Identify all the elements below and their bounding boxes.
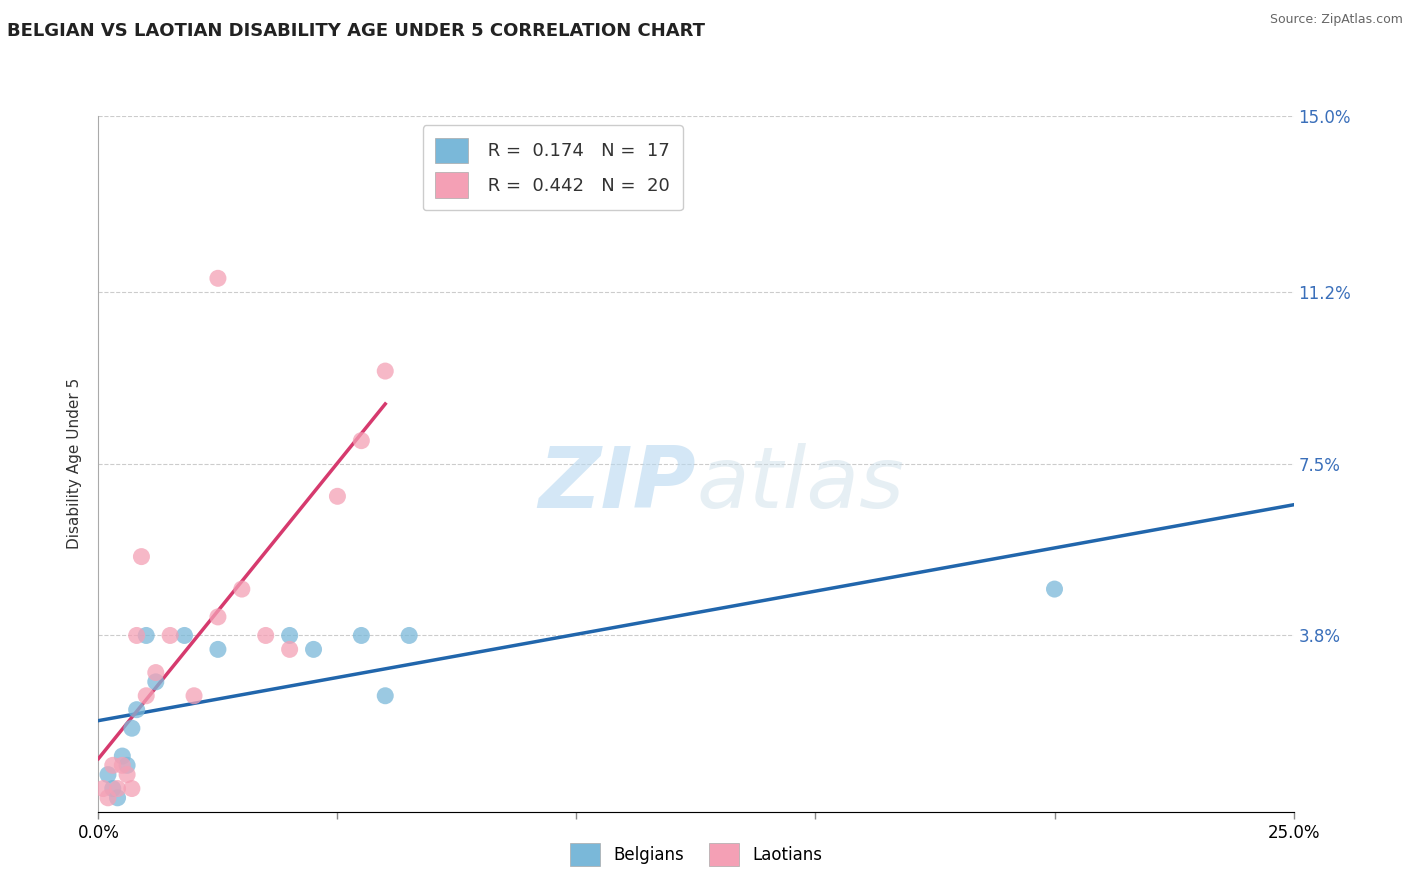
Point xyxy=(101,781,124,796)
Point xyxy=(207,610,229,624)
Point xyxy=(254,628,277,642)
Point xyxy=(398,628,420,642)
Y-axis label: Disability Age Under 5: Disability Age Under 5 xyxy=(67,378,83,549)
Point xyxy=(97,790,120,805)
Point xyxy=(107,781,129,796)
Point xyxy=(350,628,373,642)
Point xyxy=(131,549,153,564)
Point xyxy=(302,642,325,657)
Point xyxy=(278,642,301,657)
Text: ZIP: ZIP xyxy=(538,443,696,526)
Point xyxy=(135,689,157,703)
Point xyxy=(207,271,229,285)
Text: Source: ZipAtlas.com: Source: ZipAtlas.com xyxy=(1270,13,1403,27)
Point xyxy=(115,758,138,772)
Point xyxy=(350,434,373,448)
Point xyxy=(326,489,349,503)
Point xyxy=(374,364,396,378)
Text: atlas: atlas xyxy=(696,443,904,526)
Text: BELGIAN VS LAOTIAN DISABILITY AGE UNDER 5 CORRELATION CHART: BELGIAN VS LAOTIAN DISABILITY AGE UNDER … xyxy=(7,22,704,40)
Point xyxy=(159,628,181,642)
Point xyxy=(183,689,205,703)
Point xyxy=(121,721,143,735)
Point xyxy=(125,628,148,642)
Point xyxy=(231,582,253,596)
Point xyxy=(207,642,229,657)
Point xyxy=(125,703,148,717)
Point xyxy=(145,674,167,689)
Point xyxy=(121,781,143,796)
Point xyxy=(111,758,134,772)
Point xyxy=(173,628,195,642)
Point xyxy=(101,758,124,772)
Point xyxy=(111,749,134,764)
Point xyxy=(97,767,120,781)
Legend: Belgians, Laotians: Belgians, Laotians xyxy=(562,836,830,873)
Point xyxy=(91,781,114,796)
Point xyxy=(1043,582,1066,596)
Point xyxy=(374,689,396,703)
Point xyxy=(107,790,129,805)
Point xyxy=(115,767,138,781)
Point xyxy=(278,628,301,642)
Point xyxy=(135,628,157,642)
Point xyxy=(145,665,167,680)
